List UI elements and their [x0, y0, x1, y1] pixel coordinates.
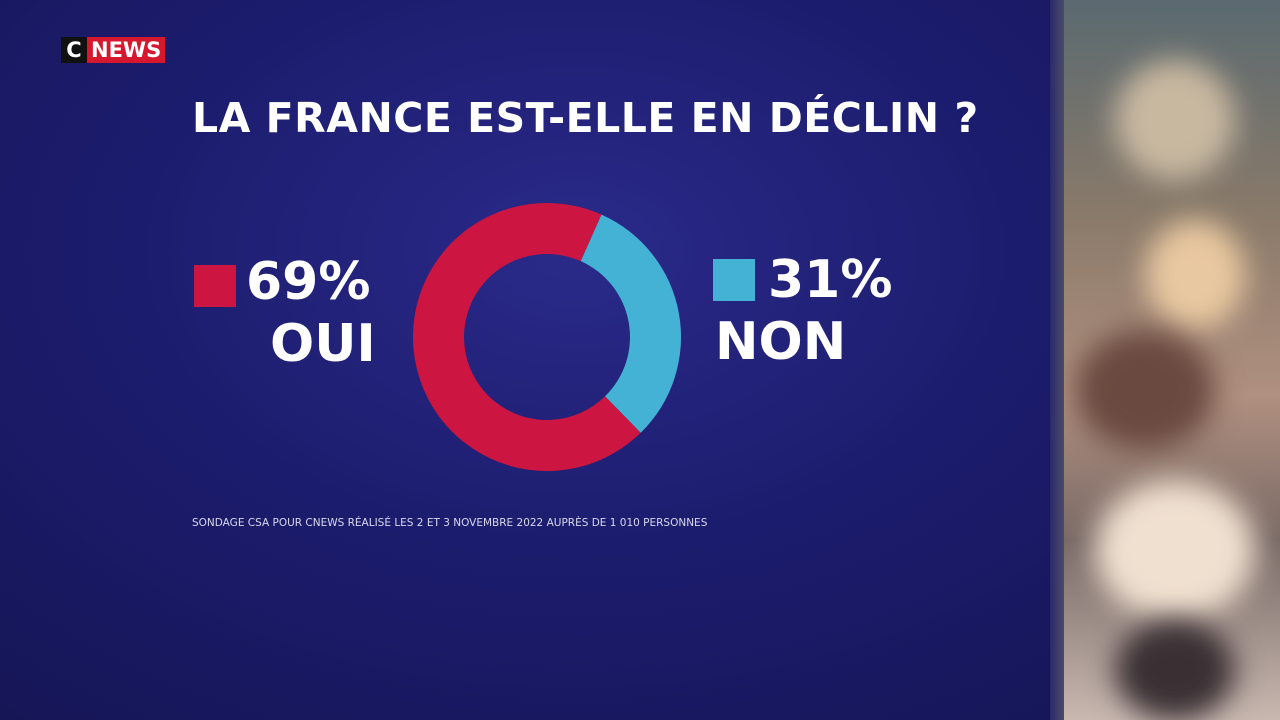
category-label-non: NON	[715, 312, 847, 372]
photo-edge	[1050, 0, 1064, 720]
donut-slice-non	[580, 214, 681, 433]
cnews-logo: C NEWS	[61, 37, 166, 63]
chart-title: LA FRANCE EST-ELLE EN DÉCLIN ?	[192, 94, 979, 142]
logo-news: NEWS	[87, 37, 166, 63]
source-note: SONDAGE CSA POUR CNEWS RÉALISÉ LES 2 ET …	[192, 517, 708, 529]
logo-c: C	[61, 37, 87, 63]
background-crowd-photo	[1055, 0, 1280, 720]
value-label-non: 31%	[768, 250, 893, 310]
legend-swatch-oui	[194, 265, 236, 307]
donut-slice-oui	[412, 203, 641, 471]
category-label-oui: OUI	[270, 314, 376, 374]
legend-swatch-non	[713, 259, 755, 301]
value-label-oui: 69%	[246, 252, 371, 312]
